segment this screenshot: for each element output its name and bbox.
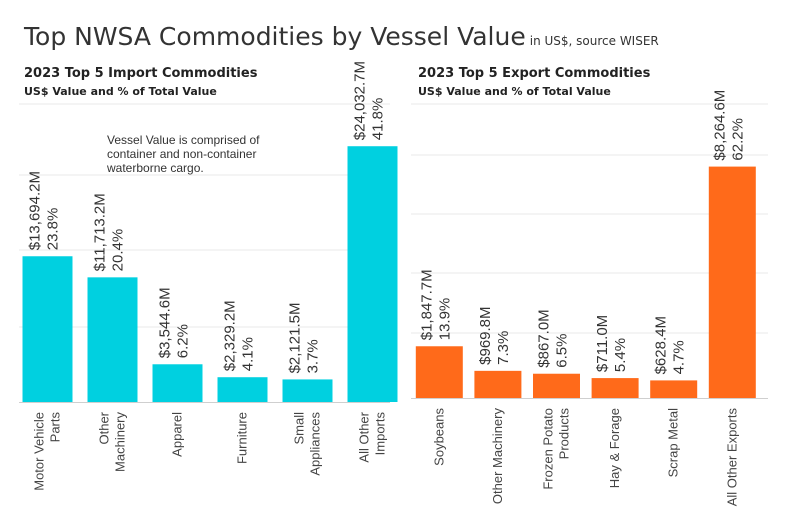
import-category-label: Motor Vehicle [32,412,47,491]
import-bar [347,146,398,402]
import-category-label: Apparel [170,412,185,457]
page-title: Top NWSA Commodities by Vessel Value in U… [24,22,659,51]
export-percent-label: 7.3% [495,331,512,365]
export-value-label: $1,847.7M [418,269,435,340]
export-chart-title: 2023 Top 5 Export Commodities [418,66,651,81]
import-bar [87,277,138,402]
import-value-label: $13,694.2M [27,171,44,250]
export-bar [415,346,463,398]
export-value-label: $628.4M [653,316,670,374]
import-category-label: Furniture [235,412,250,464]
export-chart-subtitle: US$ Value and % of Total Value [418,85,611,98]
export-category-label: Hay & Forage [607,408,622,488]
export-percent-label: 13.9% [436,298,453,341]
import-chart-title: 2023 Top 5 Import Commodities [24,66,258,81]
export-value-label: $711.0M [594,315,611,372]
import-percent-label: 3.7% [305,339,322,373]
export-category-label: All Other Exports [724,408,739,507]
import-bar [217,377,268,402]
import-percent-label: 6.2% [175,324,192,358]
export-value-label: $969.8M [477,306,494,364]
import-value-label: $11,713.2M [92,193,109,271]
note-line-3: waterborne cargo. [107,161,204,175]
export-category-label: Soybeans [431,408,446,466]
import-category-label: Other [97,411,112,444]
title-text: Top NWSA Commodities by Vessel Value [24,22,526,51]
export-percent-label: 62.2% [729,118,746,161]
export-percent-label: 6.5% [554,334,571,368]
title-note: in US$, source WISER [529,34,659,48]
import-value-label: $24,032.7M [352,61,369,140]
export-bar [533,373,580,398]
note-line-1: Vessel Value is comprised of [107,133,260,147]
export-category-label: Other Machinery [490,408,505,505]
import-value-label: $3,544.6M [157,287,174,358]
import-bar [22,256,73,402]
export-category-label: Frozen Potato [541,408,556,490]
export-category-label: Scrap Metal [666,408,681,477]
import-bar [152,364,203,402]
export-bar [591,378,639,398]
export-value-label: $867.0M [536,309,553,367]
export-category-label: Products [557,408,572,460]
export-bar [650,380,698,398]
export-value-label: $8,264.6M [711,90,728,161]
import-category-label: Appliances [308,412,323,476]
note-line-2: container and non-container [107,147,257,161]
vessel-value-note: Vessel Value is comprised of container a… [107,133,260,175]
import-category-label: Small [292,412,307,445]
import-bar [282,379,333,402]
import-percent-label: 41.8% [370,98,387,141]
export-bar [474,370,522,398]
export-percent-label: 4.7% [671,340,688,374]
import-chart-subtitle: US$ Value and % of Total Value [24,85,217,98]
import-percent-label: 4.1% [240,337,257,371]
export-bar [708,166,756,398]
import-category-label: Imports [373,412,388,456]
import-category-label: Parts [48,412,63,443]
import-percent-label: 23.8% [45,208,62,251]
import-percent-label: 20.4% [110,229,127,272]
export-percent-label: 5.4% [612,338,629,372]
import-category-label: Machinery [113,412,128,472]
import-value-label: $2,121.5M [287,303,304,374]
import-value-label: $2,329.2M [222,300,239,371]
import-category-label: All Other [357,411,372,462]
